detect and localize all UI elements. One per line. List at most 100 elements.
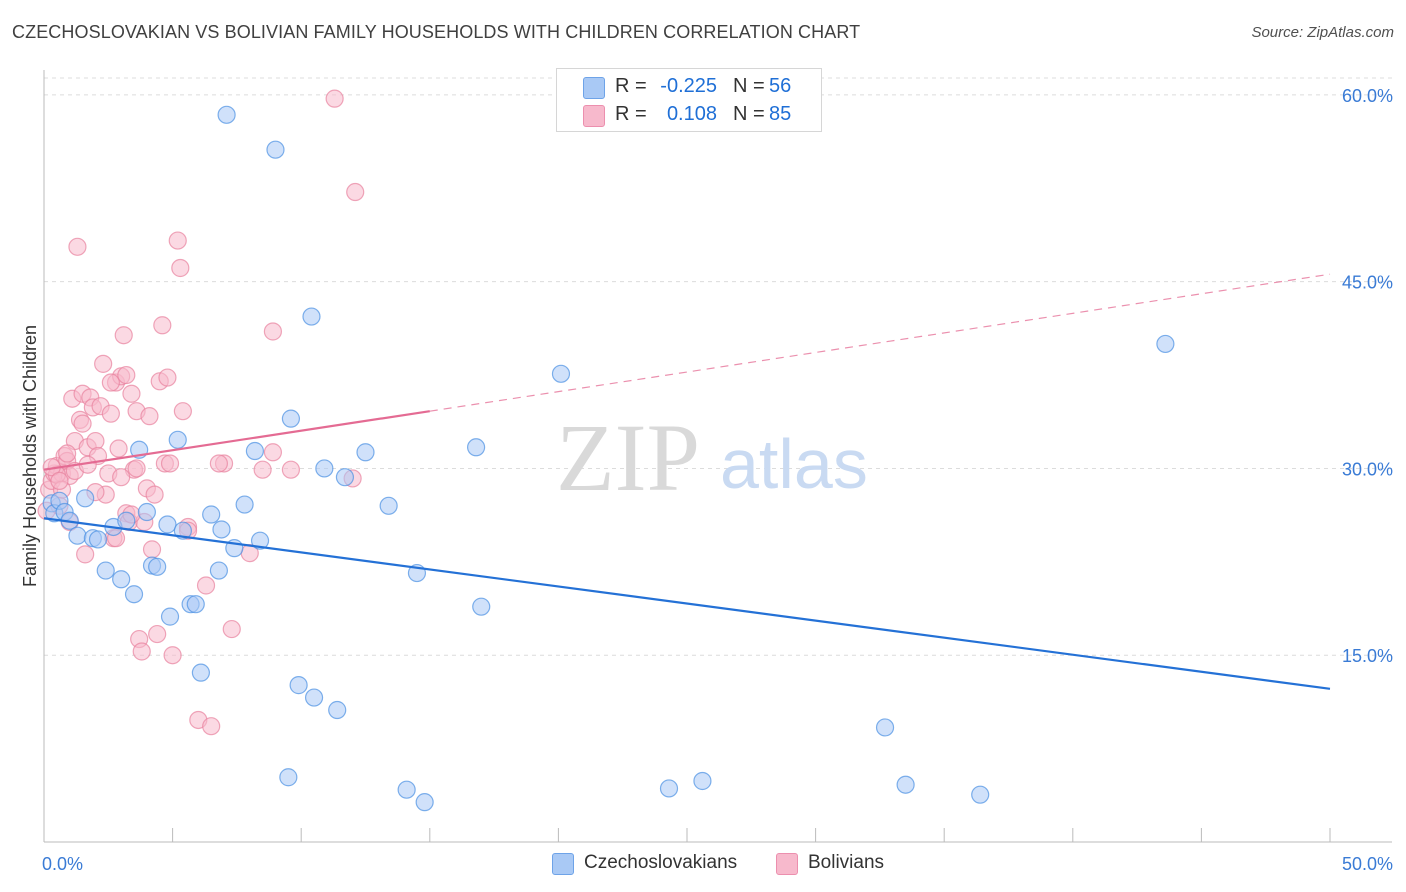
data-point-bolivian [196, 576, 216, 595]
data-point-czechoslovakian [173, 521, 192, 540]
data-point-czechoslovakian [659, 779, 679, 798]
data-point-czechoslovakian [304, 688, 324, 707]
data-point-bolivian [325, 89, 344, 108]
legend-n-value: 85 [769, 103, 792, 125]
legend-row-bolivians: R = 0.108 N = 85 [557, 101, 821, 129]
data-point-bolivian [140, 407, 159, 426]
bottom-legend-label: Bolivians [808, 852, 885, 873]
data-point-bolivian [209, 454, 228, 473]
y-tick-label: 30.0% [1342, 459, 1393, 479]
data-point-bolivian [222, 619, 241, 639]
data-point-czechoslovakian [186, 595, 205, 614]
axes [43, 70, 1392, 843]
legend-r-label: R = [615, 75, 647, 97]
data-point-czechoslovakian [124, 585, 144, 604]
data-point-bolivian [114, 326, 133, 345]
data-point-czechoslovakian [112, 570, 131, 589]
x-tick-label: 0.0% [42, 854, 83, 874]
data-point-czechoslovakian [168, 430, 187, 449]
data-point-bolivian [163, 646, 182, 665]
bottom-legend-swatch [552, 853, 574, 875]
data-point-bolivian [127, 459, 146, 478]
data-point-czechoslovakian [76, 489, 95, 508]
data-point-czechoslovakian [693, 771, 712, 791]
legend-n-value: 56 [769, 75, 792, 97]
data-point-bolivian [68, 237, 87, 256]
data-point-bolivian [263, 322, 283, 341]
data-point-czechoslovakian [266, 140, 285, 159]
legend-row-czechoslovakians: R = -0.225 N = 56 [557, 73, 821, 101]
data-point-czechoslovakian [235, 495, 254, 514]
data-point-czechoslovakian [466, 438, 486, 457]
data-point-czechoslovakian [88, 530, 108, 549]
watermark-zip: ZIP [556, 404, 700, 511]
data-point-bolivian [142, 540, 162, 559]
data-point-bolivian [50, 471, 69, 491]
x-tick-label: 50.0% [1342, 854, 1393, 874]
tick-labels: 15.0% 30.0% 45.0% 60.0% 0.0% 50.0% [42, 86, 1393, 874]
data-point-bolivian [86, 431, 105, 451]
trend-line-czechoslovakians [43, 517, 1331, 690]
data-point-bolivian [281, 460, 301, 479]
y-tick-label: 45.0% [1342, 273, 1393, 293]
bottom-legend-label: Czechoslovakians [584, 852, 738, 873]
data-point-bolivian [76, 545, 95, 564]
correlation-legend: R = -0.225 N = 56 R = 0.108 N = 85 [556, 68, 822, 132]
data-point-bolivian [263, 443, 283, 462]
data-point-bolivian [94, 354, 113, 373]
data-point-czechoslovakian [315, 459, 334, 478]
y-tick-label: 15.0% [1342, 646, 1393, 666]
data-point-czechoslovakian [379, 496, 398, 515]
data-point-czechoslovakian [209, 561, 228, 580]
data-point-czechoslovakian [328, 700, 347, 720]
data-point-bolivian [168, 231, 187, 250]
data-point-bolivian [253, 460, 272, 479]
trend-line-bolivians-extension [429, 273, 1331, 412]
y-axis-label: Family Households with Children [20, 325, 40, 587]
scatter-points [37, 89, 1175, 812]
data-point-bolivian [122, 384, 141, 403]
chart-title: CZECHOSLOVAKIAN VS BOLIVIAN FAMILY HOUSE… [12, 22, 861, 42]
data-point-bolivian [173, 402, 192, 421]
data-point-czechoslovakian [217, 105, 236, 124]
data-point-czechoslovakian [148, 557, 167, 576]
data-point-czechoslovakian [137, 502, 156, 522]
watermark-atlas: atlas [720, 425, 868, 503]
data-point-bolivian [153, 316, 172, 335]
data-point-czechoslovakian [68, 526, 87, 545]
data-point-czechoslovakian [279, 768, 298, 787]
data-point-czechoslovakian [289, 676, 308, 695]
legend-r-value: -0.225 [660, 75, 717, 97]
data-point-bolivian [132, 642, 151, 661]
trend-lines [43, 273, 1331, 690]
data-point-bolivian [73, 414, 92, 433]
legend-n-label: N = [733, 75, 765, 97]
data-point-bolivian [148, 624, 167, 644]
bottom-legend-swatch [776, 853, 798, 875]
data-point-czechoslovakian [335, 468, 355, 487]
legend-n-label: N = [733, 103, 765, 125]
data-point-czechoslovakian [117, 511, 136, 530]
data-point-czechoslovakian [415, 793, 434, 812]
data-point-czechoslovakian [250, 531, 270, 550]
data-point-czechoslovakian [212, 520, 231, 539]
data-point-bolivian [145, 485, 164, 504]
legend-r-label: R = [615, 103, 647, 125]
data-point-bolivian [112, 468, 131, 487]
data-point-czechoslovakian [191, 663, 210, 682]
data-point-czechoslovakian [397, 780, 416, 799]
y-tick-label: 60.0% [1342, 86, 1393, 106]
data-point-czechoslovakian [96, 561, 115, 580]
data-point-czechoslovakian [472, 597, 491, 616]
legend-r-value: 0.108 [666, 103, 717, 125]
gridlines [44, 77, 1392, 656]
data-point-bolivian [58, 444, 77, 463]
data-point-czechoslovakian [356, 443, 375, 462]
data-point-bolivian [202, 717, 221, 736]
data-point-bolivian [160, 454, 180, 473]
data-point-bolivian [117, 365, 136, 385]
data-point-czechoslovakian [896, 775, 915, 794]
data-point-czechoslovakian [1156, 334, 1175, 354]
data-point-bolivian [109, 439, 128, 458]
